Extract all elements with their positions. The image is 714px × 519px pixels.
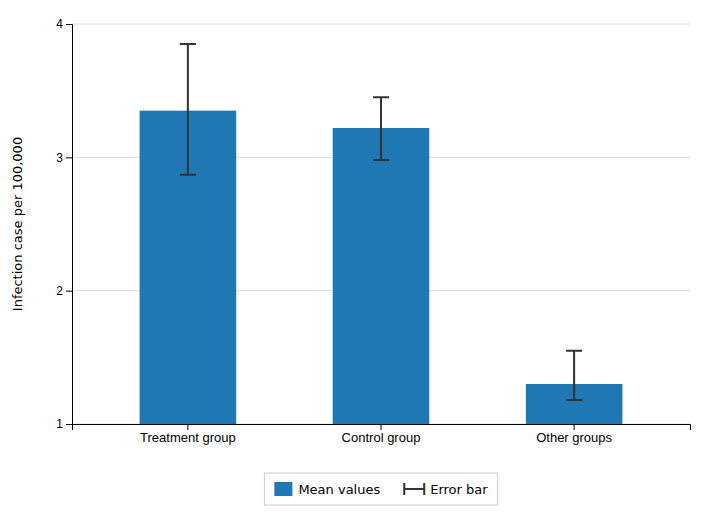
bar: [333, 128, 430, 424]
legend-box: [264, 473, 497, 505]
legend-swatch: [274, 482, 292, 496]
y-axis: 1 2 3 4: [56, 17, 72, 431]
error-bar: [373, 97, 389, 160]
tick-label: Treatment group: [140, 430, 236, 445]
grid: [72, 24, 690, 424]
tick-mark: [66, 157, 72, 158]
tick: 2: [56, 284, 72, 298]
tick-label: 3: [56, 151, 63, 165]
legend: Mean values Error bar: [264, 473, 497, 505]
axis-line: [73, 425, 691, 431]
tick: Other groups: [536, 424, 612, 445]
tick: 3: [56, 151, 72, 165]
x-axis: Treatment group Control group Other groups: [73, 424, 691, 445]
tick-label: 1: [56, 417, 63, 431]
axis-line: [66, 25, 73, 425]
tick-mark: [66, 291, 72, 292]
grid-line: [72, 24, 690, 25]
tick: Treatment group: [140, 424, 236, 445]
error-bar: [180, 44, 196, 175]
tick-mark: [66, 424, 72, 425]
legend-label: Mean values: [298, 482, 380, 497]
error-bar: [566, 351, 582, 400]
plot: 1 2 3 4 Treatment group Control group Other gr…: [10, 17, 691, 445]
tick-mark: [187, 424, 188, 430]
tick: 4: [56, 17, 72, 31]
tick-label: Other groups: [536, 430, 612, 445]
chart: 1 2 3 4 Treatment group Control group Other gr…: [0, 0, 714, 519]
tick-mark: [574, 424, 575, 430]
tick-label: 2: [56, 284, 63, 298]
tick-label: Control group: [342, 430, 421, 445]
marks: [140, 44, 623, 424]
legend-label: Error bar: [430, 482, 488, 497]
legend-symbol: [404, 483, 424, 495]
tick: Control group: [342, 424, 421, 445]
tick-label: 4: [56, 17, 63, 31]
tick-mark: [381, 424, 382, 430]
axis-title: Infection case per 100,000: [10, 137, 25, 311]
tick-mark: [66, 24, 72, 25]
tick: 1: [56, 417, 72, 431]
